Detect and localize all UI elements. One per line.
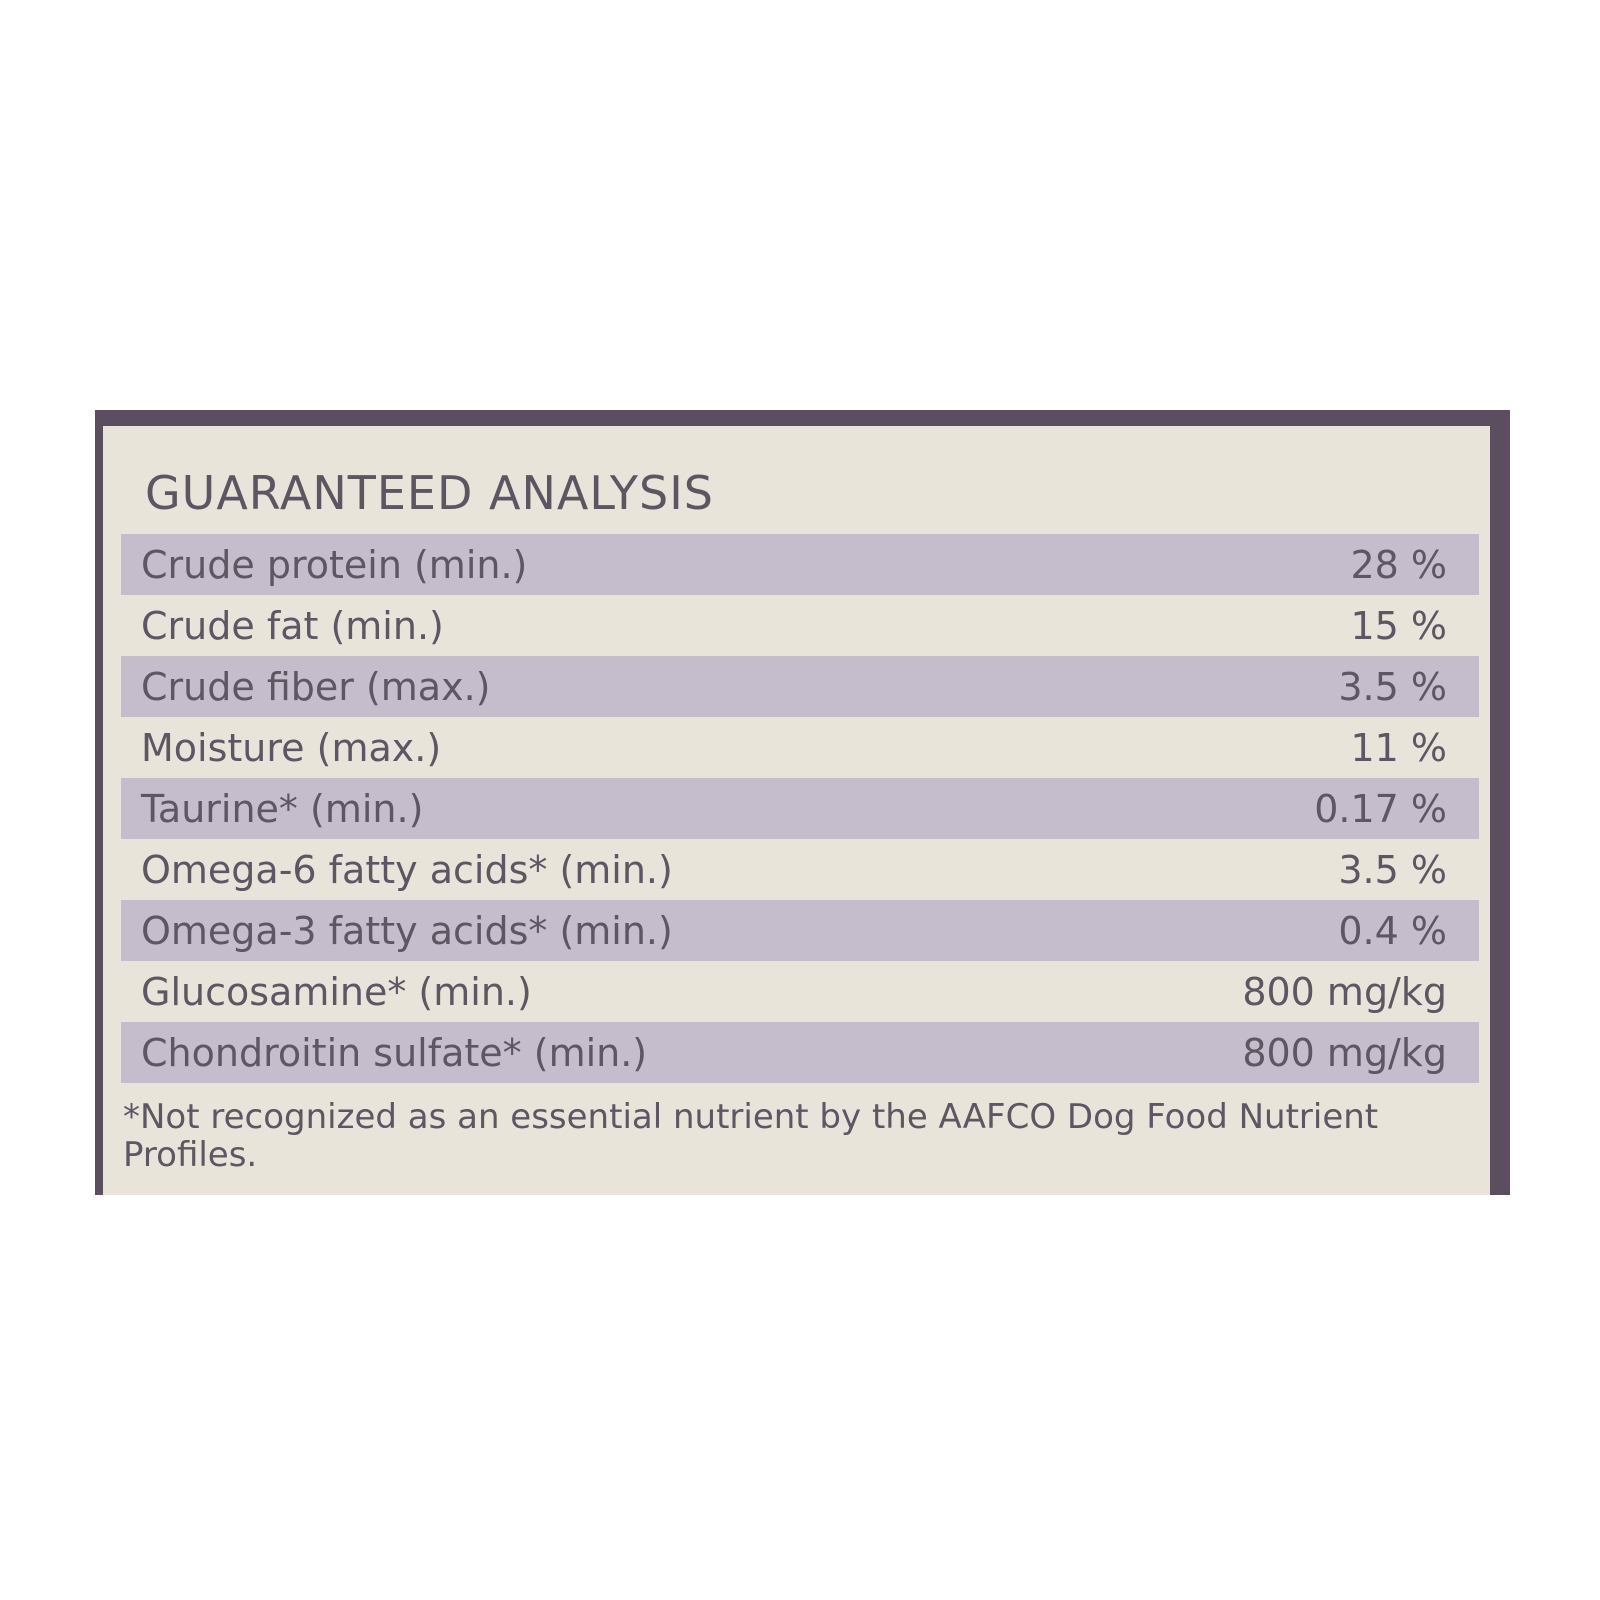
table-row: Crude fiber (max.) 3.5 % (121, 656, 1479, 717)
nutrient-name: Taurine* (min.) (141, 786, 424, 831)
table-row: Taurine* (min.) 0.17 % (121, 778, 1479, 839)
label: GUARANTEED ANALYSIS Crude protein (min.)… (95, 410, 1510, 1195)
table-row: Crude protein (min.) 28 % (121, 534, 1479, 595)
analysis-table: Crude protein (min.) 28 % Crude fat (min.)… (121, 534, 1479, 1083)
nutrient-value: 0.17 % (1314, 786, 1447, 831)
nutrient-value: 800 mg/kg (1242, 1030, 1447, 1075)
nutrient-name: Crude fat (min.) (141, 603, 444, 648)
nutrient-name: Crude fiber (max.) (141, 664, 491, 709)
nutrient-name: Chondroitin sulfate* (min.) (141, 1030, 648, 1075)
nutrient-value: 0.4 % (1338, 908, 1447, 953)
nutrient-value: 28 % (1350, 542, 1447, 587)
table-row: Moisture (max.) 11 % (121, 717, 1479, 778)
table-row: Crude fat (min.) 15 % (121, 595, 1479, 656)
table-row: Chondroitin sulfate* (min.) 800 mg/kg (121, 1022, 1479, 1083)
table-row: Omega-3 fatty acids* (min.) 0.4 % (121, 900, 1479, 961)
nutrient-name: Omega-3 fatty acids* (min.) (141, 908, 673, 953)
title: GUARANTEED ANALYSIS (145, 466, 714, 520)
footnote: *Not recognized as an essential nutrient… (123, 1097, 1379, 1175)
table-row: Omega-6 fatty acids* (min.) 3.5 % (121, 839, 1479, 900)
nutrient-value: 3.5 % (1338, 664, 1447, 709)
nutrient-name: Crude protein (min.) (141, 542, 528, 587)
nutrient-value: 11 % (1350, 725, 1447, 770)
table-row: Glucosamine* (min.) 800 mg/kg (121, 961, 1479, 1022)
nutrient-value: 3.5 % (1338, 847, 1447, 892)
label-panel: GUARANTEED ANALYSIS Crude protein (min.)… (103, 426, 1490, 1195)
nutrient-name: Glucosamine* (min.) (141, 969, 532, 1014)
nutrient-value: 800 mg/kg (1242, 969, 1447, 1014)
nutrient-name: Moisture (max.) (141, 725, 442, 770)
nutrient-value: 15 % (1350, 603, 1447, 648)
nutrient-name: Omega-6 fatty acids* (min.) (141, 847, 673, 892)
